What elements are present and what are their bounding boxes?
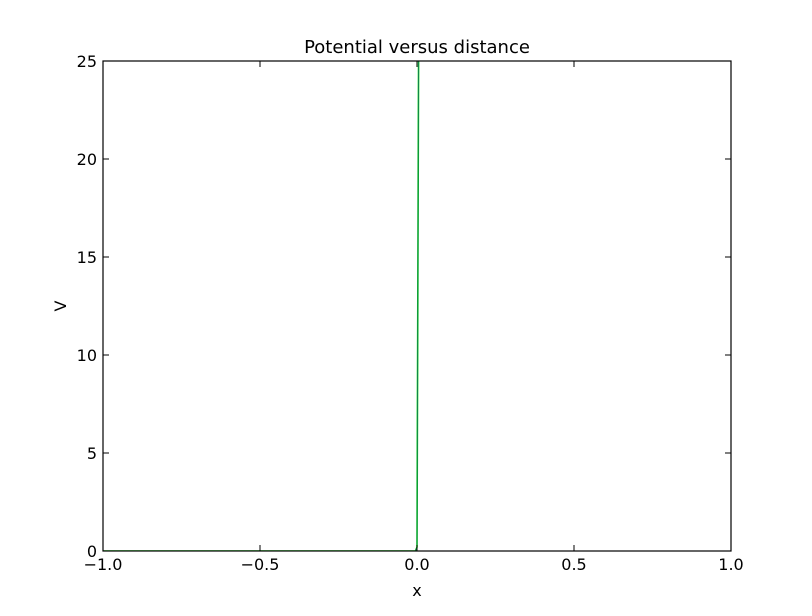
y-axis: 0 5 10 15 20 25 (77, 52, 731, 561)
y-tick-label: 25 (77, 52, 97, 71)
x-tick-label: 1.0 (718, 555, 743, 574)
x-axis-label: x (412, 581, 421, 600)
y-tick-label: 5 (87, 444, 97, 463)
x-tick-label: −1.0 (84, 555, 123, 574)
y-tick-label: 20 (77, 150, 97, 169)
y-tick-label: 0 (87, 542, 97, 561)
x-tick-label: −0.5 (241, 555, 280, 574)
x-tick-label: 0.5 (561, 555, 586, 574)
series-line-1 (103, 61, 420, 551)
chart-title: Potential versus distance (304, 37, 530, 58)
series-group (103, 61, 420, 551)
y-tick-label: 10 (77, 346, 97, 365)
x-axis: −1.0 −0.5 0.0 0.5 1.0 (84, 61, 744, 574)
series-line-2 (103, 61, 420, 551)
x-tick-label: 0.0 (404, 555, 429, 574)
y-axis-label: V (51, 300, 70, 311)
y-tick-label: 15 (77, 248, 97, 267)
